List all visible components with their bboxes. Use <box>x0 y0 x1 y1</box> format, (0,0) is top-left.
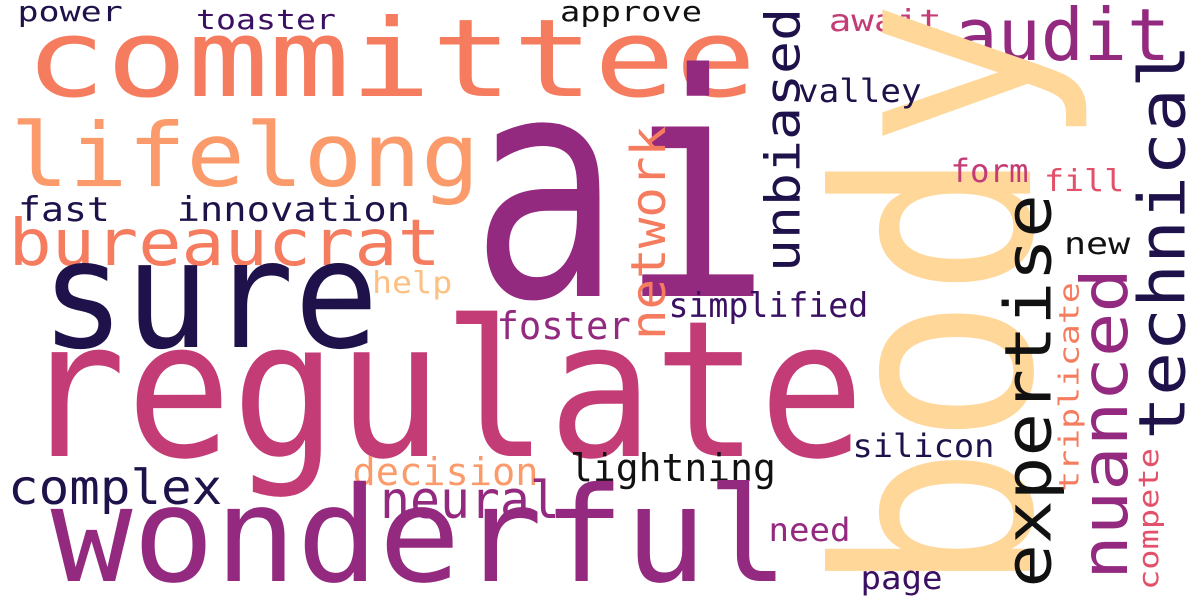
word-new: new <box>1063 227 1131 262</box>
word-regulate: regulate <box>20 280 864 501</box>
word-valley: valley <box>798 72 922 110</box>
word-need: need <box>767 511 851 549</box>
word-power: power <box>17 0 123 28</box>
word-fill: fill <box>1043 164 1125 199</box>
word-await: await <box>828 4 942 39</box>
word-lifelong: lifelong <box>10 104 480 207</box>
word-form: form <box>949 152 1029 190</box>
word-page: page <box>859 559 943 597</box>
word-expertise: expertise <box>991 194 1066 588</box>
word-foster: foster <box>496 304 631 348</box>
word-decision: decision <box>352 450 538 494</box>
word-unbiased: unbiased <box>755 7 812 273</box>
word-toaster: toaster <box>196 3 336 36</box>
word-ai: ai <box>470 9 771 370</box>
word-wonderful: wonderful <box>50 459 789 600</box>
word-complex: complex <box>8 460 223 516</box>
word-help: help <box>371 266 453 301</box>
word-sure: sure <box>40 209 379 383</box>
word-simplified: simplified <box>667 286 868 326</box>
word-approve: approve <box>560 0 702 28</box>
word-innovation: innovation <box>176 190 410 230</box>
word-silicon: silicon <box>851 427 994 465</box>
word-compete: compete <box>1132 448 1166 590</box>
word-committee: committee <box>24 0 756 122</box>
word-audit: audit <box>954 0 1170 77</box>
word-triplicate: triplicate <box>1051 282 1085 492</box>
word-bureaucrat: bureaucrat <box>7 207 441 281</box>
word-neural: neural <box>380 471 560 531</box>
word-lightning: lightning <box>570 446 776 490</box>
word-fast: fast <box>18 190 110 230</box>
